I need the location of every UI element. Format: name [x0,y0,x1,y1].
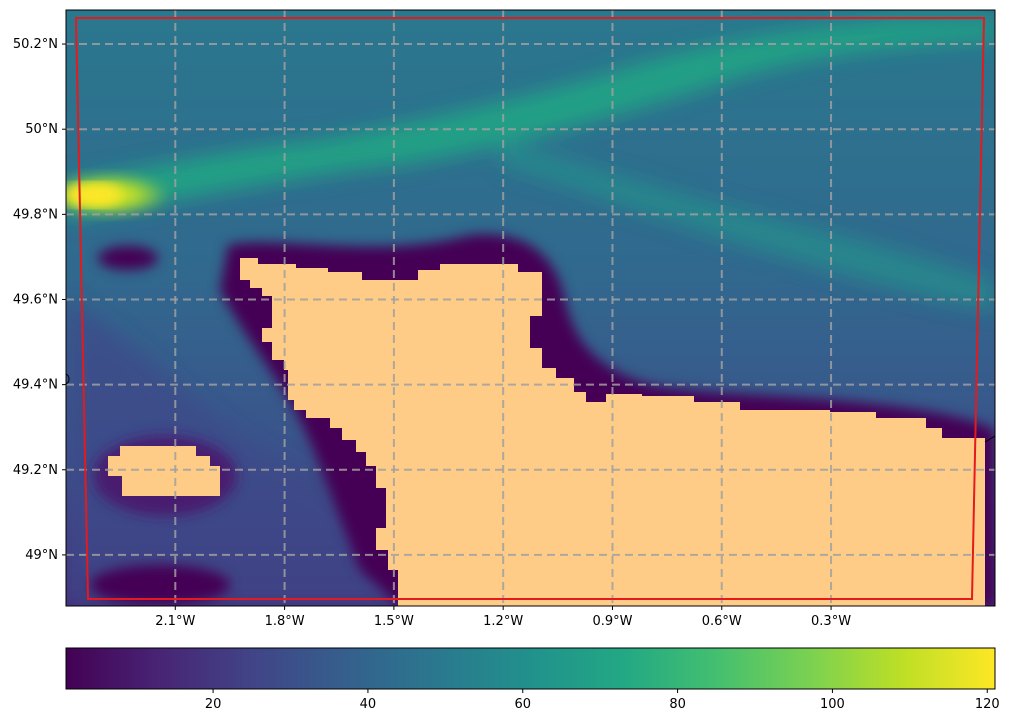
colorbar-tick-label: 80 [669,697,686,712]
colorbar-ticks: 20 40 60 80 100 120 [205,689,1000,712]
y-tick-label: 50.2°N [13,37,58,52]
colorbar-tick-label: 100 [820,697,845,712]
colorbar-tick-label: 20 [205,697,222,712]
high-intensity-band [66,20,995,220]
y-tick-label: 49°N [25,548,58,563]
colorbar-frame [65,647,996,690]
offshore-depression [98,246,158,270]
colorbar: 20 40 60 80 100 120 [65,647,1000,712]
southwest-depression [90,565,230,605]
intensity-bands [66,20,995,606]
colorbar-tick-label: 40 [360,697,377,712]
y-tick-label: 49.8°N [13,207,58,222]
y-tick-label: 49.6°N [13,292,58,307]
colorbar-tick-label: 120 [975,697,1000,712]
domain-boundary [74,17,986,600]
x-tick-label: 0.9°W [592,614,632,629]
map-frame [65,9,996,607]
colorbar-tick-label: 60 [514,697,531,712]
y-tick-label: 49.2°N [13,463,58,478]
coastline-fragment-east [984,435,995,443]
x-axis: 2.1°W 1.8°W 1.5°W 1.2°W 0.9°W 0.6°W 0.3°W [155,606,851,629]
y-tick-label: 49.4°N [13,378,58,393]
hotspot-core [66,183,120,207]
x-tick-label: 1.8°W [265,614,305,629]
mid-intensity-band [500,140,995,310]
x-tick-label: 0.3°W [811,614,851,629]
gridlines [66,10,995,606]
coastline-fragment-west [66,373,70,385]
y-axis: 49°N 49.2°N 49.4°N 49.6°N 49.8°N 50°N 50.2°N [13,37,66,563]
colorbar-gradient [66,648,995,689]
x-tick-label: 1.2°W [483,614,523,629]
y-tick-label: 50°N [25,122,58,137]
map-field [66,10,995,606]
x-tick-label: 0.6°W [702,614,742,629]
x-tick-label: 1.5°W [374,614,414,629]
x-tick-label: 2.1°W [155,614,195,629]
island [108,446,220,496]
low-intensity-band [66,300,400,606]
